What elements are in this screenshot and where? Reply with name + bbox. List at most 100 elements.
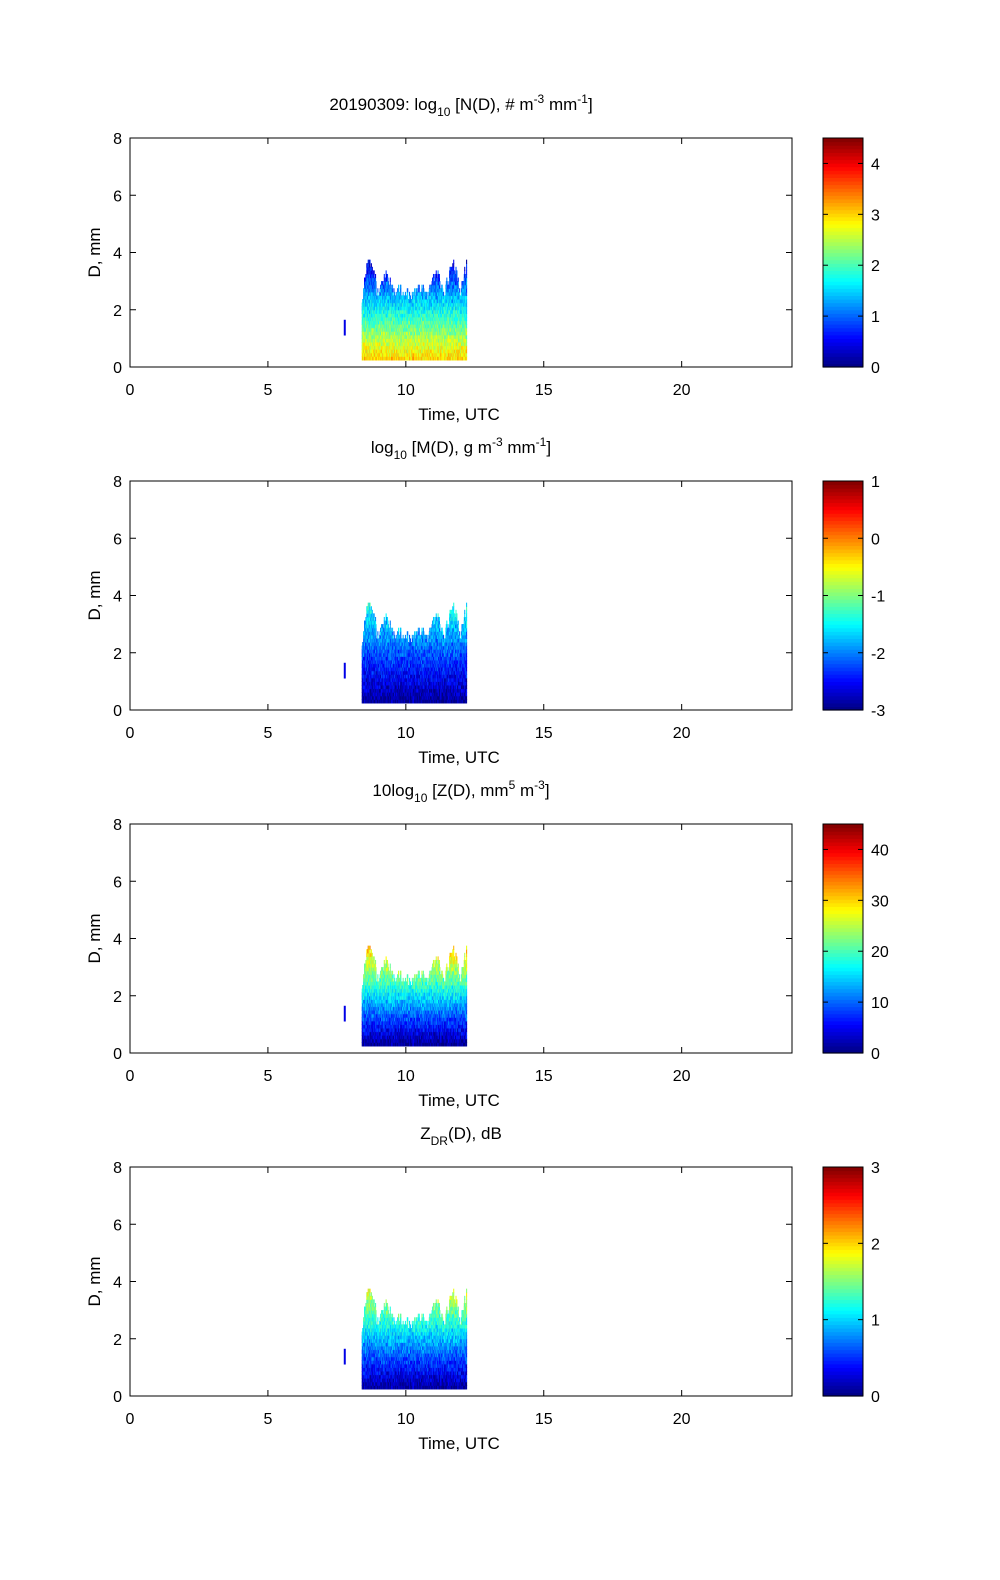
heatmap-cell [466, 356, 468, 361]
heatmap-cell [417, 291, 419, 297]
heatmap-cell [423, 288, 425, 293]
heatmap-cell [466, 331, 468, 336]
colorbar-segment [823, 359, 863, 365]
heatmap-cell [466, 270, 468, 275]
heatmap-cell [391, 288, 393, 293]
colorbar-segment [823, 345, 863, 350]
heatmap-cell [427, 295, 429, 300]
heatmap-cell [426, 295, 428, 300]
heatmap-cell [466, 302, 468, 307]
heatmap-cell [386, 281, 388, 286]
heatmap-cell [373, 270, 375, 275]
heatmap-cell [449, 270, 451, 275]
heatmap-cell [384, 281, 386, 286]
colorbar-segment [823, 352, 863, 357]
heatmap-cell [375, 288, 377, 293]
heatmap-cell [369, 270, 371, 275]
heatmap-cell [386, 273, 388, 279]
heatmap-cell [393, 291, 395, 297]
heatmap-cell [456, 273, 458, 279]
heatmap-cell [433, 273, 435, 279]
heatmap-cell [466, 324, 468, 329]
heatmap-cell [370, 263, 372, 268]
heatmap-cell [433, 277, 435, 282]
heatmap-cell [343, 319, 346, 336]
heatmap-cell [429, 295, 431, 300]
colorbar-segment [823, 173, 863, 178]
heatmap-cell [464, 273, 466, 279]
heatmap-cell [466, 320, 468, 325]
heatmap-cell [393, 295, 395, 300]
heatmap-cell [417, 284, 419, 289]
heatmap-cell [400, 284, 402, 289]
colorbar-segment [823, 227, 863, 232]
y-tick-label: 0 [113, 360, 122, 377]
colorbar-segment [823, 234, 863, 239]
heatmap-cell [377, 295, 379, 300]
colorbar-segment [823, 155, 863, 161]
heatmap-cell [369, 263, 371, 268]
heatmap-cell [450, 270, 452, 275]
colorbar-segment [823, 205, 863, 211]
heatmap-cell [407, 288, 409, 293]
heatmap-cell [454, 270, 456, 275]
title-supscript: -1 [577, 92, 588, 106]
x-tick-label: 0 [126, 382, 135, 399]
heatmap-cell [392, 284, 394, 289]
colorbar-segment [823, 245, 863, 250]
heatmap-cell [442, 288, 444, 293]
heatmap-cell [453, 263, 455, 268]
colorbar-segment [823, 288, 863, 293]
heatmap-cell [370, 266, 372, 271]
heatmap-cell [456, 284, 458, 289]
colorbar-segment [823, 334, 863, 339]
heatmap-cell [451, 266, 453, 271]
heatmap-cell [389, 284, 391, 289]
heatmap-cell [367, 259, 369, 264]
heatmap-cell [456, 277, 458, 282]
colorbar-segment [823, 170, 863, 175]
heatmap-cell [432, 277, 434, 282]
heatmap-cell [435, 270, 437, 275]
heatmap-cell [380, 288, 382, 293]
heatmap-cell [466, 263, 468, 268]
heatmap-cell [367, 270, 369, 275]
heatmap-cell [371, 270, 373, 275]
colorbar-segment [823, 316, 863, 322]
colorbar-segment [823, 241, 863, 246]
heatmap-cell [466, 313, 468, 318]
heatmap-cell [387, 281, 389, 286]
heatmap-cell [375, 284, 377, 289]
colorbar-segment [823, 338, 863, 343]
heatmap-cell [450, 273, 452, 279]
colorbar-tick-label: 1 [871, 309, 880, 326]
heatmap-cell [394, 295, 396, 300]
heatmap-cell [393, 288, 395, 293]
colorbar-segment [823, 198, 863, 204]
colorbar-segment [823, 356, 863, 361]
colorbar-segment [823, 202, 863, 207]
heatmap-cell [436, 273, 438, 279]
heatmap-cell [380, 284, 382, 289]
heatmap-cell [449, 266, 451, 271]
colorbar-segment [823, 180, 863, 186]
heatmap-cell [421, 284, 423, 289]
heatmap-cell [387, 277, 389, 282]
heatmap-cell [436, 277, 438, 282]
title-text: mm [544, 95, 577, 114]
heatmap-cell [411, 291, 413, 297]
colorbar-segment [823, 163, 863, 168]
colorbar-segment [823, 252, 863, 257]
heatmap-cell [433, 284, 435, 289]
heatmap-cell [466, 277, 468, 282]
heatmap-cell [409, 295, 412, 300]
heatmap-cell [369, 259, 371, 264]
heatmap-cell [426, 291, 428, 297]
heatmap-cell [407, 295, 409, 300]
colorbar-segment [823, 256, 863, 261]
heatmap-cell [459, 288, 461, 293]
heatmap-cell [457, 277, 459, 282]
heatmap-cell [427, 291, 429, 297]
heatmap-cells [343, 259, 468, 361]
heatmap-cell [438, 277, 440, 282]
